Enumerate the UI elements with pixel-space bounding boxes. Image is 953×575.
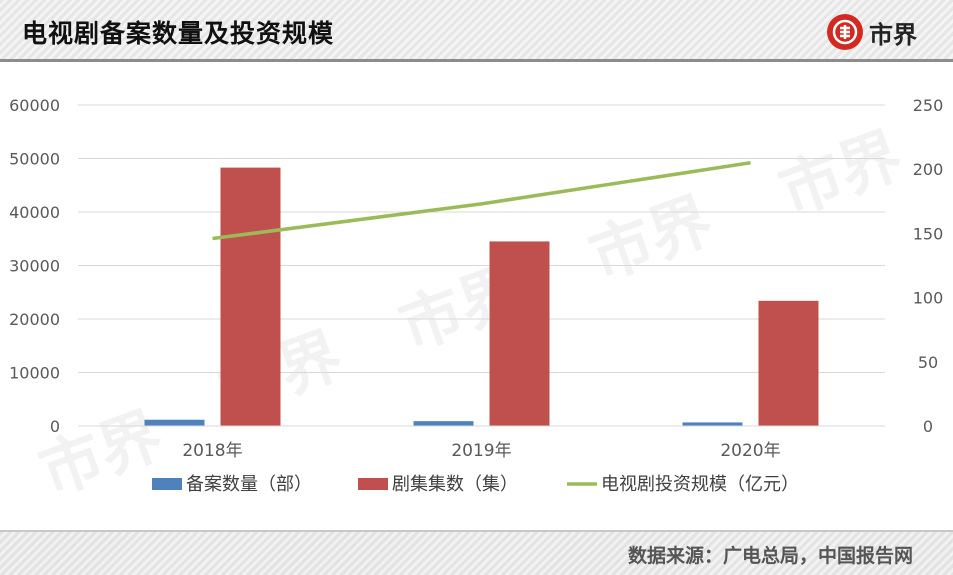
y-right-tick-label: 150 <box>913 224 944 243</box>
bar-2 <box>489 241 550 426</box>
brand: 市界 <box>827 14 917 50</box>
bar-2 <box>220 167 281 426</box>
brand-name: 市界 <box>869 20 917 49</box>
legend-swatch <box>152 478 182 490</box>
y-left-tick-label: 50000 <box>9 150 60 169</box>
legend-swatch <box>358 478 388 490</box>
watermark-text: 市界 <box>580 183 722 294</box>
x-tick-label: 2018年 <box>182 441 242 461</box>
y-left-tick-label: 60000 <box>9 96 60 115</box>
y-right-tick-label: 50 <box>918 353 938 372</box>
bar-1 <box>682 422 743 426</box>
data-source: 数据来源：广电总局，中国报告网 <box>627 545 913 567</box>
y-right-tick-label: 100 <box>913 289 944 308</box>
chart-title: 电视剧备案数量及投资规模 <box>22 19 335 48</box>
y-right-tick-label: 0 <box>923 417 933 436</box>
combo-chart: 市界市界市界市界市界010000200003000040000500006000… <box>9 96 944 509</box>
y-left-tick-label: 20000 <box>9 310 60 329</box>
chart-area: 市界 市界 市界 市界 市界 0 10000 20000 30000 40000 50000 6000… <box>0 65 953 530</box>
legend-label: 备案数量（部） <box>186 474 312 495</box>
x-tick-label: 2020年 <box>720 441 780 461</box>
series-line <box>212 161 751 241</box>
legend-label: 电视剧投资规模（亿元） <box>601 474 799 495</box>
legend-label: 剧集集数（集） <box>392 474 518 495</box>
y-left-tick-label: 0 <box>50 417 60 436</box>
y-right-tick-label: 250 <box>913 96 944 115</box>
bar-2 <box>758 300 819 426</box>
y-left-tick-label: 30000 <box>9 257 60 276</box>
bar-1 <box>144 419 205 426</box>
brand-logo-icon <box>827 14 863 50</box>
bar-1 <box>413 421 474 426</box>
y-right-tick-label: 200 <box>913 160 944 179</box>
y-left-tick-label: 10000 <box>9 364 60 383</box>
footer-bar: 数据来源：广电总局，中国报告网 <box>0 530 953 575</box>
header-bar: 电视剧备案数量及投资规模 市界 <box>0 0 953 62</box>
watermark-text: 市界 <box>30 398 172 509</box>
y-left-tick-label: 40000 <box>9 203 60 222</box>
x-tick-label: 2019年 <box>451 441 511 461</box>
